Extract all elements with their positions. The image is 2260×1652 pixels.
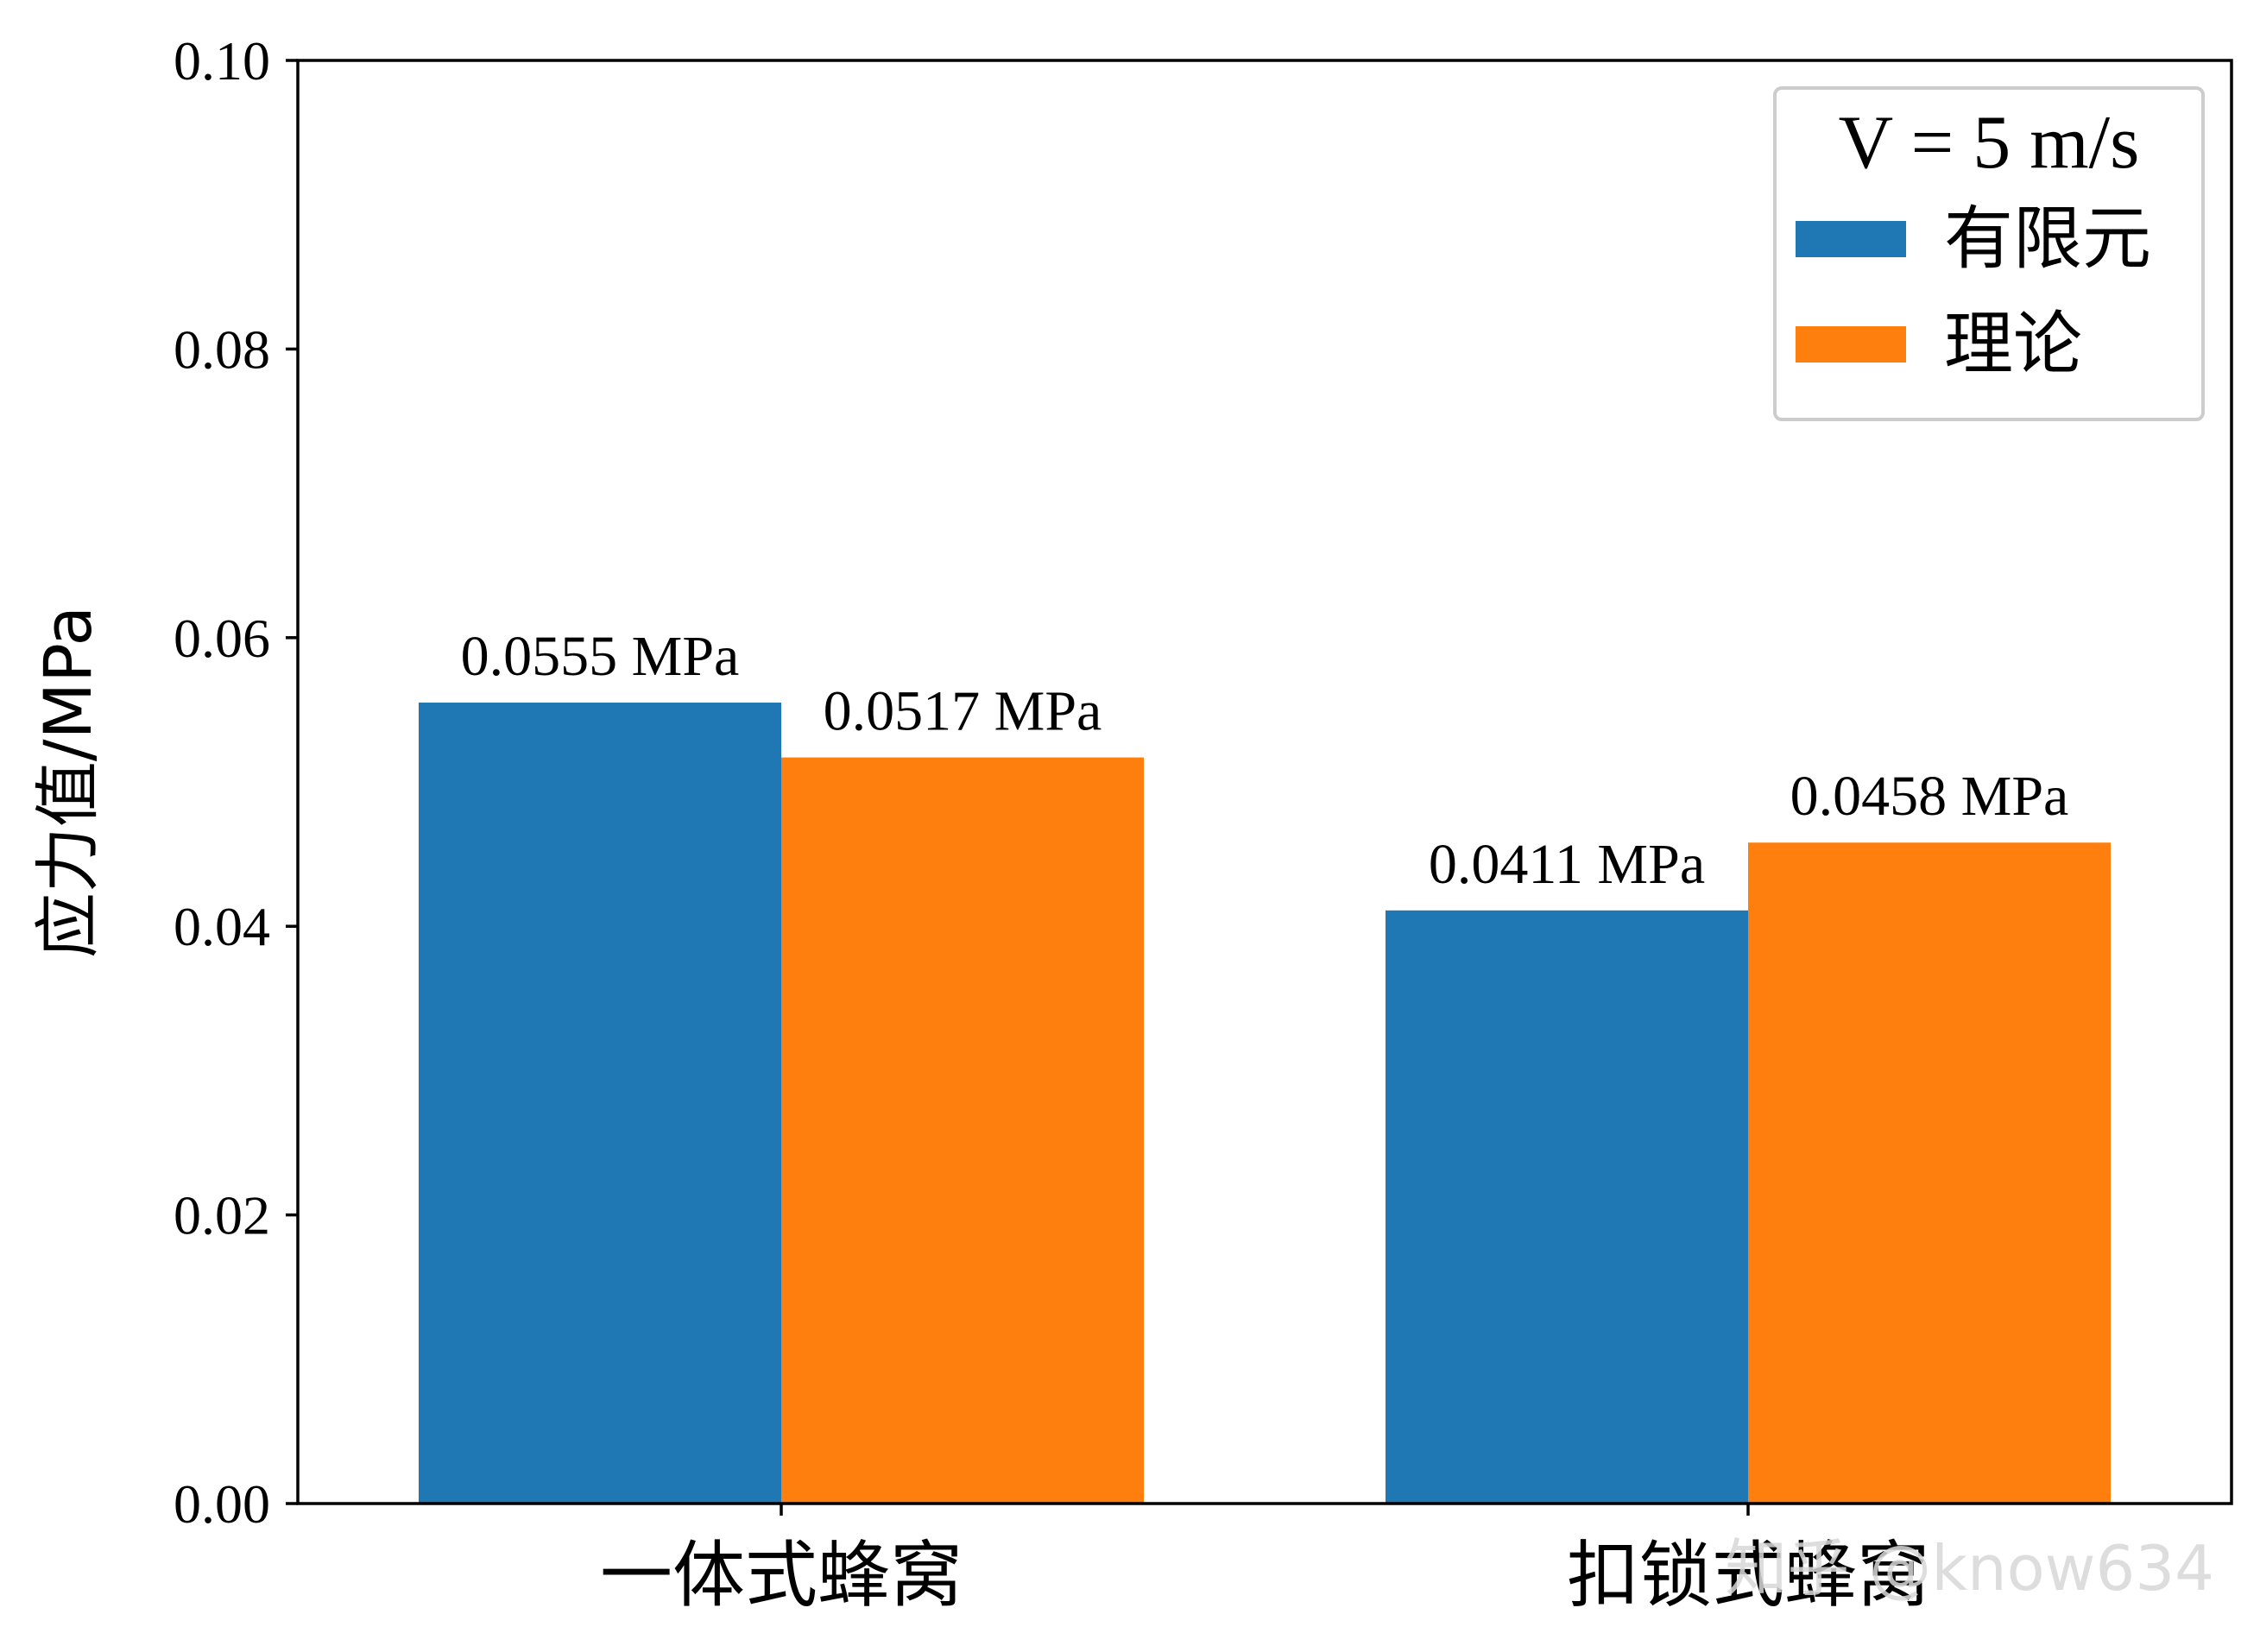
- bar: [1748, 842, 2111, 1504]
- y-tick-label: 0.06: [174, 608, 270, 669]
- bar: [781, 757, 1144, 1504]
- y-tick-label: 0.10: [174, 30, 270, 91]
- bar-value-label: 0.0411 MPa: [1429, 833, 1705, 896]
- y-axis-label: 应力值/MPa: [29, 606, 106, 958]
- y-tick-label: 0.02: [174, 1185, 270, 1246]
- legend-swatch: [1796, 221, 1906, 257]
- bar-value-label: 0.0517 MPa: [824, 680, 1102, 743]
- bar: [1386, 910, 1748, 1504]
- legend-label: 理论: [1944, 304, 2082, 384]
- bar: [419, 703, 781, 1504]
- bars-group: [419, 703, 2111, 1504]
- data-labels-group: 0.0555 MPa 0.0517 MPa 0.0411 MPa 0.0458 MPa: [461, 625, 2069, 896]
- x-tick-label: 一体式蜂窝: [600, 1533, 963, 1617]
- bar-value-label: 0.0555 MPa: [461, 625, 740, 688]
- y-tick-label: 0.04: [174, 896, 270, 957]
- x-tick-label: 扣锁式蜂窝: [1567, 1533, 1929, 1617]
- watermark: 知乎 @know634: [1725, 1532, 2214, 1605]
- plot-frame: [296, 59, 2233, 1505]
- legend-title: V = 5 m/s: [1839, 101, 2140, 185]
- y-axis: 0.00 0.02 0.04 0.06 0.08 0.10: [174, 30, 298, 1535]
- legend-swatch: [1796, 326, 1906, 363]
- legend-label: 有限元: [1944, 199, 2151, 279]
- y-tick-label: 0.08: [174, 318, 270, 380]
- x-axis: 一体式蜂窝 扣锁式蜂窝: [600, 1504, 1929, 1617]
- bar-value-label: 0.0458 MPa: [1790, 765, 2069, 828]
- y-tick-label: 0.00: [174, 1473, 270, 1535]
